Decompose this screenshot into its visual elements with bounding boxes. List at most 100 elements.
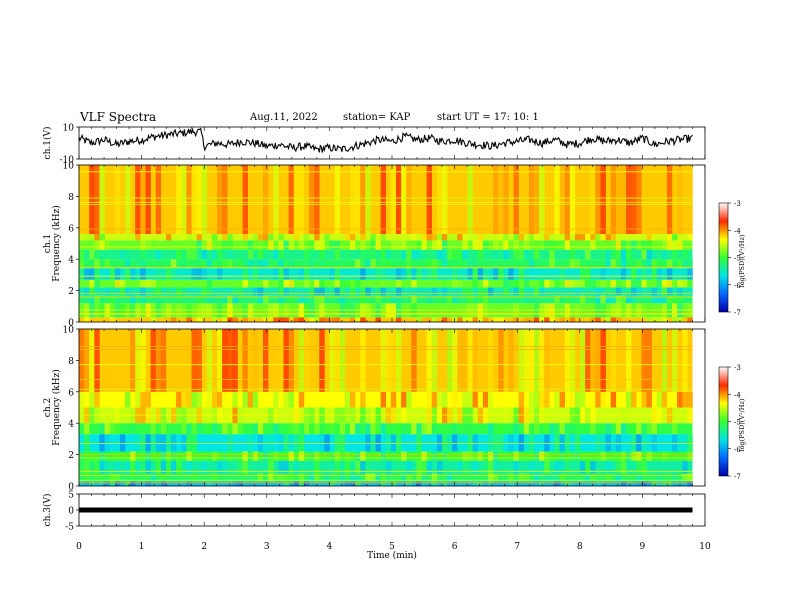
spectrogram-cell (462, 451, 468, 461)
spectrogram-cell (528, 165, 535, 235)
spectrogram-cell (247, 434, 254, 452)
spectrogram-cell (416, 249, 422, 260)
spectrogram-cell (222, 240, 228, 250)
spectrogram-cell (79, 259, 85, 268)
spectrogram-cell (549, 473, 555, 482)
spectrogram-cell (196, 165, 202, 235)
spectrogram-cell (452, 329, 458, 392)
spectrogram-cell (171, 259, 177, 268)
spectrogram-cell (477, 287, 484, 296)
spectrogram-cell (656, 295, 663, 304)
spectrogram-cell (518, 434, 525, 452)
spectrogram-cell (171, 460, 177, 474)
spectrogram-cell (477, 240, 484, 250)
spectrogram-cell (442, 165, 448, 235)
spectrogram-cell (334, 481, 340, 486)
spectrogram-cell (610, 234, 617, 241)
spectrogram-cell (569, 279, 576, 288)
spectrogram-cell (508, 481, 514, 486)
spectrogram-cell (472, 317, 478, 322)
spectrogram-cell (196, 234, 202, 241)
spectrogram-cell (104, 460, 110, 474)
spectrogram-cell (498, 473, 504, 482)
spectrogram-cell (334, 249, 340, 260)
spectrogram-cell (482, 317, 489, 322)
spectrogram-cell (442, 279, 448, 288)
spectrogram-cell (396, 267, 402, 280)
spectrogram-cell (646, 329, 652, 392)
spectrogram-cell (472, 240, 478, 250)
spectrogram-cell (493, 240, 499, 250)
spectrogram-cell (380, 165, 386, 235)
spectrogram-cell (631, 287, 637, 296)
spectrogram-cell (350, 481, 356, 486)
spectrogram-cell (574, 279, 581, 288)
spectrogram-cell (155, 165, 162, 235)
spectrogram-cell (344, 391, 351, 408)
spectrogram-cell (283, 267, 289, 280)
spectrogram-cell (232, 423, 238, 435)
spectrogram-cell (682, 259, 688, 268)
spectrogram-cell (191, 287, 197, 296)
spectrogram-cell (89, 249, 95, 260)
spectrogram-cell (273, 451, 279, 461)
spectrogram-cell (196, 317, 202, 322)
spectrogram-cell (278, 434, 284, 452)
spectrogram-cell (595, 295, 601, 304)
spectrogram-cell (99, 460, 105, 474)
spectrogram-cell (472, 434, 478, 452)
spectrogram-cell (217, 391, 223, 408)
spectrogram-cell (513, 249, 519, 260)
spectrogram-cell (119, 279, 126, 288)
spectrogram-cell (355, 259, 361, 268)
spectrogram-cell (462, 249, 468, 260)
spectrogram-cell (114, 279, 121, 288)
spectrogram-cell (84, 423, 90, 435)
spectrogram-cell (298, 434, 305, 452)
spectrogram-cell (656, 473, 663, 482)
spectrogram-cell (585, 287, 591, 296)
spectrogram-cell (646, 279, 652, 288)
spectrogram-cell (298, 460, 305, 474)
spectrogram-cell (574, 434, 581, 452)
spectrogram-cell (125, 460, 131, 474)
spectrogram-cell (130, 451, 136, 461)
spectrogram-cell (263, 434, 269, 452)
spectrogram-cell (651, 234, 657, 241)
spectrogram-cell (431, 391, 438, 408)
spectrogram-cell (145, 473, 151, 482)
spectrogram-cell (687, 317, 693, 322)
spectrogram-cell (145, 434, 151, 452)
spectrogram-cell (186, 481, 192, 486)
spectrogram-cell (278, 267, 284, 280)
spectrogram-cell (211, 391, 218, 408)
spectrogram-cell (89, 460, 95, 474)
spectrogram-cell (135, 434, 141, 452)
spectrogram-cell (600, 295, 606, 304)
spectrogram-cell (94, 391, 100, 408)
spectrogram-cell (360, 451, 366, 461)
spectrogram-cell (569, 240, 576, 250)
spectrogram-cell (196, 391, 202, 408)
spectrogram-cell (201, 460, 208, 474)
spectrogram-cell (534, 451, 540, 461)
spectrogram-cell (467, 165, 473, 235)
spectrogram-cell (160, 481, 167, 486)
spectrogram-cell (283, 434, 289, 452)
spectrogram-cell (160, 434, 167, 452)
spectrogram-cell (355, 317, 361, 322)
spectrogram-cell (99, 249, 105, 260)
spectrogram-cell (94, 259, 100, 268)
spectrogram-cell (426, 423, 432, 435)
spectrogram-cell (421, 473, 427, 482)
spectrogram-cell (615, 287, 622, 296)
spectrogram-cell (135, 391, 141, 408)
spectrogram-cell (682, 279, 688, 288)
y-tick-label: 6 (68, 388, 74, 398)
spectrogram-cell (89, 234, 95, 241)
spectrogram-cell (380, 391, 386, 408)
spectrogram-cell (416, 267, 422, 280)
spectrogram-cell (268, 234, 274, 241)
spectrogram-cell (278, 460, 284, 474)
spectrogram-cell (293, 481, 300, 486)
